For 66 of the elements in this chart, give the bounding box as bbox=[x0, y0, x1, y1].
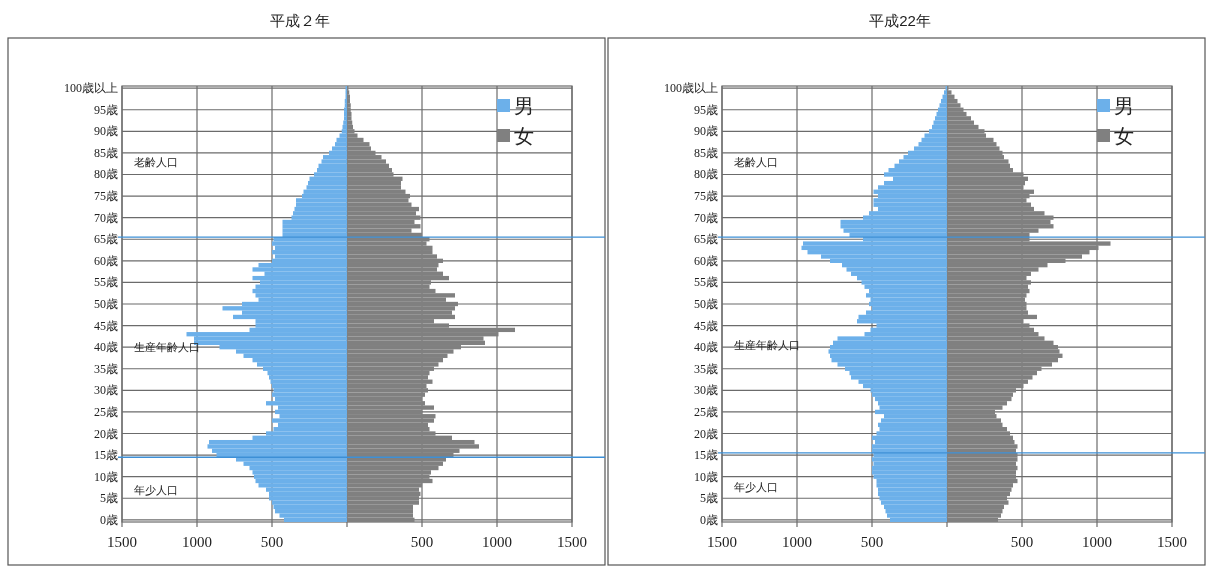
y-tick-label: 100歳以上 bbox=[664, 81, 718, 96]
legend-label: 女 bbox=[514, 125, 534, 147]
annotation: 老齢人口 bbox=[734, 155, 778, 168]
x-tick-label: 1000 bbox=[482, 534, 512, 550]
y-tick-label: 80歳 bbox=[94, 167, 118, 182]
x-tick-label: 1500 bbox=[1157, 534, 1187, 550]
y-tick-label: 10歳 bbox=[94, 469, 118, 484]
annotation: 生産年齢人口 bbox=[734, 339, 800, 352]
y-tick-label: 65歳 bbox=[694, 232, 718, 247]
x-tick-label: 500 bbox=[410, 534, 434, 550]
y-tick-label: 25歳 bbox=[94, 404, 118, 419]
x-tick-label: 1000 bbox=[1082, 534, 1112, 550]
y-tick-label: 30歳 bbox=[94, 383, 118, 398]
y-tick-label: 70歳 bbox=[694, 210, 718, 225]
x-tick-label: 1500 bbox=[557, 534, 587, 550]
y-tick-label: 0歳 bbox=[700, 512, 718, 527]
y-tick-label: 0歳 bbox=[100, 512, 118, 527]
chart-title: 平成２年 bbox=[270, 12, 330, 29]
y-tick-label: 5歳 bbox=[100, 491, 118, 506]
y-tick-label: 95歳 bbox=[94, 102, 118, 117]
legend-label: 男 bbox=[1114, 95, 1134, 117]
y-tick-label: 75歳 bbox=[694, 189, 718, 204]
y-tick-label: 70歳 bbox=[94, 210, 118, 225]
chart-title: 平成22年 bbox=[869, 12, 931, 29]
y-tick-label: 15歳 bbox=[694, 448, 718, 463]
x-tick-label: 1500 bbox=[707, 534, 737, 550]
annotation: 年少人口 bbox=[734, 481, 778, 494]
y-tick-label: 60歳 bbox=[694, 253, 718, 268]
y-tick-label: 40歳 bbox=[694, 340, 718, 355]
y-tick-label: 5歳 bbox=[700, 491, 718, 506]
y-tick-label: 85歳 bbox=[694, 145, 718, 160]
annotation: 老齢人口 bbox=[134, 155, 178, 168]
y-tick-label: 30歳 bbox=[694, 383, 718, 398]
y-tick-label: 55歳 bbox=[94, 275, 118, 290]
legend-label: 女 bbox=[1114, 125, 1134, 147]
y-tick-label: 45歳 bbox=[694, 318, 718, 333]
y-tick-label: 95歳 bbox=[694, 102, 718, 117]
x-tick-label: 500 bbox=[260, 534, 284, 550]
y-tick-label: 55歳 bbox=[694, 275, 718, 290]
x-tick-label: 1000 bbox=[782, 534, 812, 550]
y-tick-label: 60歳 bbox=[94, 253, 118, 268]
y-tick-label: 40歳 bbox=[94, 340, 118, 355]
y-tick-label: 25歳 bbox=[694, 404, 718, 419]
y-tick-label: 75歳 bbox=[94, 189, 118, 204]
x-tick-label: 500 bbox=[1010, 534, 1034, 550]
y-tick-label: 15歳 bbox=[94, 448, 118, 463]
y-tick-label: 50歳 bbox=[94, 297, 118, 311]
y-tick-label: 20歳 bbox=[694, 426, 718, 441]
y-tick-label: 100歳以上 bbox=[64, 81, 118, 96]
y-tick-label: 45歳 bbox=[94, 318, 118, 333]
y-tick-label: 90歳 bbox=[94, 124, 118, 139]
y-tick-label: 10歳 bbox=[694, 469, 718, 484]
y-tick-label: 80歳 bbox=[694, 167, 718, 182]
y-tick-label: 20歳 bbox=[94, 426, 118, 441]
x-tick-label: 500 bbox=[860, 534, 884, 550]
y-tick-label: 85歳 bbox=[94, 145, 118, 160]
y-tick-label: 35歳 bbox=[694, 361, 718, 376]
x-tick-label: 1000 bbox=[182, 534, 212, 550]
annotation: 年少人口 bbox=[134, 483, 178, 496]
y-tick-label: 90歳 bbox=[694, 124, 718, 139]
y-tick-label: 65歳 bbox=[94, 232, 118, 247]
annotation: 生産年齢人口 bbox=[134, 341, 200, 354]
x-tick-label: 1500 bbox=[107, 534, 137, 550]
y-tick-label: 35歳 bbox=[94, 361, 118, 376]
legend-label: 男 bbox=[514, 95, 534, 117]
y-tick-label: 50歳 bbox=[694, 297, 718, 311]
